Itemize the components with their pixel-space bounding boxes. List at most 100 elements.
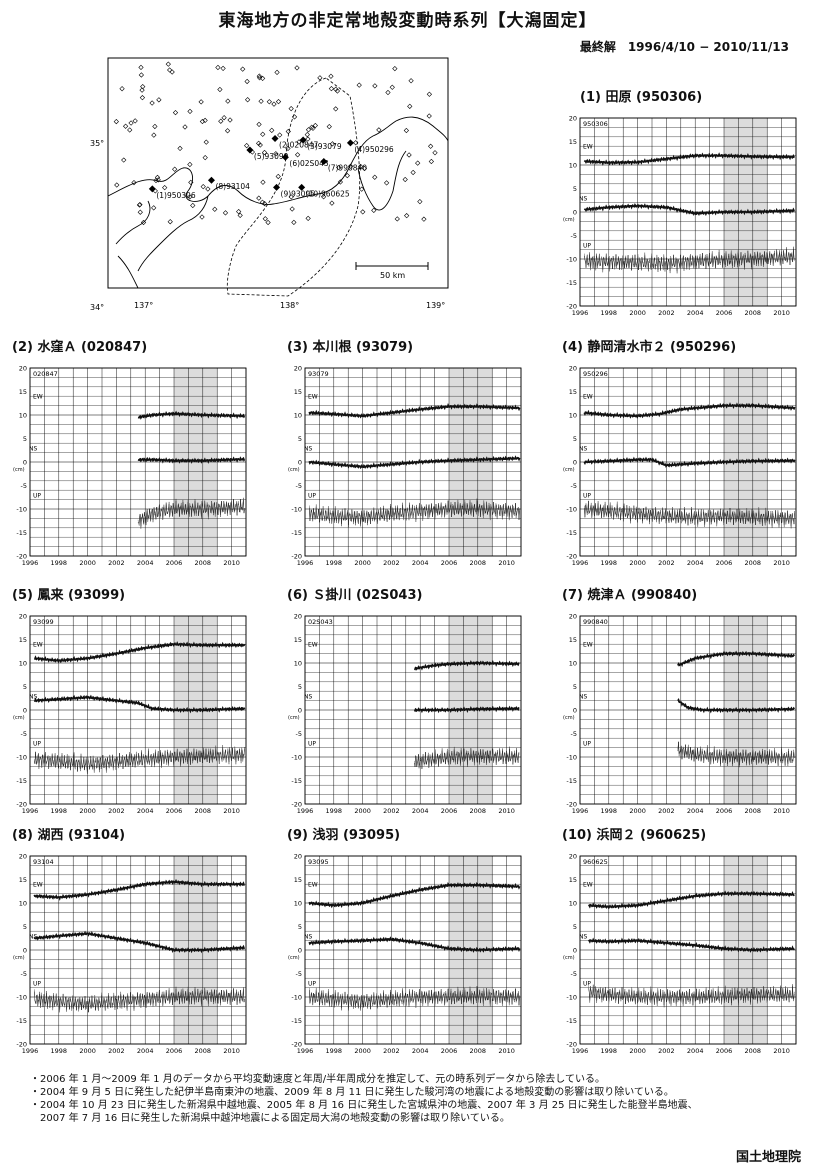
coastline-2 [137, 195, 209, 272]
component-label: EW [33, 394, 43, 401]
x-tick-label: 2004 [137, 559, 154, 567]
y-tick-label: 15 [19, 388, 27, 396]
y-tick-label: -15 [566, 777, 577, 785]
y-tick-label: 15 [19, 636, 27, 644]
gps-station-marker [177, 145, 183, 152]
station-label: (2)020847 [279, 141, 318, 150]
x-tick-label: 2010 [498, 807, 515, 815]
x-tick-label: 2000 [79, 559, 96, 567]
series-up-scatter [677, 741, 795, 768]
x-tick-label: 2010 [773, 807, 790, 815]
panel-title: (4) 静岡清水市２ (950296) [562, 340, 737, 355]
y-tick-label: -15 [291, 1017, 302, 1025]
x-tick-label: 2000 [629, 309, 646, 317]
station-code-label: 950296 [583, 370, 608, 378]
x-tick-label: 2010 [498, 1047, 515, 1055]
y-tick-label: -20 [291, 801, 302, 809]
gps-station-marker [392, 66, 398, 72]
y-tick-label: 15 [569, 388, 577, 396]
series-up-scatter [588, 984, 795, 1008]
gps-station-marker [113, 118, 119, 125]
y-unit-label: (cm) [563, 217, 575, 223]
gps-station-marker [372, 174, 378, 180]
series-ew [34, 641, 246, 664]
series-up-scatter [309, 985, 520, 1011]
gps-station-marker [305, 215, 311, 221]
y-tick-label: 10 [294, 900, 302, 908]
y-tick-label: -15 [16, 529, 27, 537]
y-tick-label: 20 [19, 365, 27, 373]
gps-station-marker [426, 113, 432, 119]
component-label: UP [33, 980, 41, 987]
y-unit-label: (cm) [13, 467, 25, 473]
y-unit-label: (cm) [13, 955, 25, 961]
timeseries-panel: (9) 浅羽 (93095) 20 15 10 5 0 -5 -10 -15 -20 (cm) 199… [287, 828, 539, 1076]
x-tick-label: 2006 [716, 559, 733, 567]
x-tick-label: 2000 [354, 559, 371, 567]
panel-title: (7) 焼津Ａ (990840) [562, 588, 698, 603]
panel-chart: 20 15 10 5 0 -5 -10 -15 -20 (cm) 1996 1998 2000 2002 2… [563, 365, 797, 567]
x-tick-label: 2006 [441, 1047, 458, 1055]
panel-title: (9) 浅羽 (93095) [287, 828, 401, 843]
gps-station-marker [326, 124, 332, 130]
component-label: NS [579, 933, 587, 940]
x-tick-label: 2000 [354, 807, 371, 815]
x-tick-label: 2006 [716, 1047, 733, 1055]
panel-chart: 20 15 10 5 0 -5 -10 -15 -20 (cm) 1996 1998 2000 2002 2… [563, 853, 797, 1055]
gps-station-marker [256, 140, 262, 146]
x-tick-label: 1998 [601, 309, 618, 317]
y-tick-label: 15 [19, 876, 27, 884]
y-tick-label: -20 [566, 553, 577, 561]
panel-title: (2) 水窪Ａ (020847) [12, 340, 148, 355]
series-ew [413, 660, 520, 671]
station-label: (8)93104 [215, 182, 250, 191]
gps-station-marker [136, 202, 143, 208]
gps-station-marker [328, 86, 335, 92]
x-tick-label: 2004 [687, 1047, 704, 1055]
target-station-marker [148, 185, 156, 193]
y-tick-label: 15 [294, 388, 302, 396]
station-code-label: 990840 [583, 618, 608, 626]
organization: 国土地理院 [735, 1150, 801, 1165]
panel-chart: 20 15 10 5 0 -5 -10 -15 -20 (cm) 1996 1998 2000 2002 2… [288, 365, 522, 567]
gps-station-marker [358, 163, 364, 170]
station-label: (5)93099 [254, 152, 289, 161]
gps-station-marker [408, 78, 414, 84]
x-tick-label: 2002 [658, 807, 675, 815]
gps-station-marker [260, 131, 266, 137]
gps-station-marker [139, 95, 146, 101]
y-tick-label: 20 [294, 365, 302, 373]
y-unit-label: (cm) [288, 715, 300, 721]
gps-station-marker [383, 180, 390, 186]
note-1: ・2006 年 1 月〜2009 年 1 月のデータから平均変動速度と年周/半年… [30, 1074, 605, 1085]
x-tick-label: 2000 [629, 559, 646, 567]
series-ns [583, 456, 796, 468]
y-unit-label: (cm) [13, 715, 25, 721]
target-station-marker [246, 146, 254, 154]
lat-label-35: 35° [90, 139, 104, 148]
x-tick-label: 2004 [412, 1047, 429, 1055]
plot-frame [304, 615, 522, 805]
series-ns [677, 697, 796, 714]
gps-station-marker [371, 207, 377, 213]
gps-station-marker [360, 209, 366, 215]
station-label: (4)950296 [354, 145, 393, 154]
component-label: NS [579, 693, 587, 700]
y-tick-label: -15 [291, 777, 302, 785]
component-label: NS [579, 195, 587, 202]
gps-station-marker [285, 145, 291, 151]
y-tick-label: -5 [21, 482, 27, 490]
panel-chart: 20 15 10 5 0 -5 -10 -15 -20 (cm) 1996 1998 2000 2002 2… [288, 853, 522, 1055]
y-tick-label: 15 [569, 138, 577, 146]
y-tick-label: 0 [298, 707, 302, 715]
gps-station-marker [288, 194, 294, 200]
target-station-marker [298, 183, 306, 191]
x-tick-label: 1996 [572, 1047, 589, 1055]
gps-station-marker [114, 182, 120, 188]
gps-station-marker [289, 206, 295, 212]
x-tick-label: 2002 [108, 807, 125, 815]
y-tick-label: 10 [19, 660, 27, 668]
panel-title: (1) 田原 (950306) [580, 90, 703, 105]
y-tick-label: 0 [573, 707, 577, 715]
x-tick-label: 2006 [716, 309, 733, 317]
